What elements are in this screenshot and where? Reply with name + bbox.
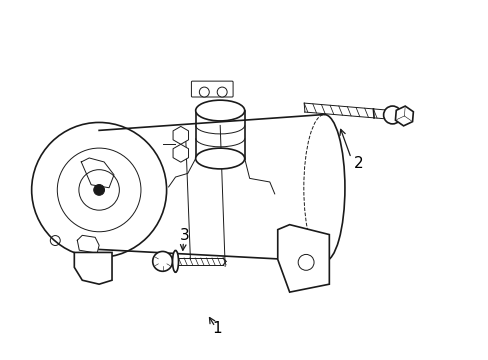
Polygon shape [74, 252, 112, 284]
Circle shape [199, 87, 209, 97]
Polygon shape [277, 225, 328, 292]
Circle shape [94, 185, 104, 195]
Circle shape [152, 251, 172, 271]
Circle shape [383, 106, 401, 124]
Polygon shape [395, 106, 412, 126]
Circle shape [217, 87, 226, 97]
Text: 3: 3 [179, 228, 189, 243]
FancyBboxPatch shape [191, 81, 233, 97]
Ellipse shape [172, 251, 178, 272]
Ellipse shape [195, 100, 244, 121]
Text: 1: 1 [212, 321, 222, 336]
Ellipse shape [195, 148, 244, 169]
Text: 2: 2 [354, 156, 363, 171]
